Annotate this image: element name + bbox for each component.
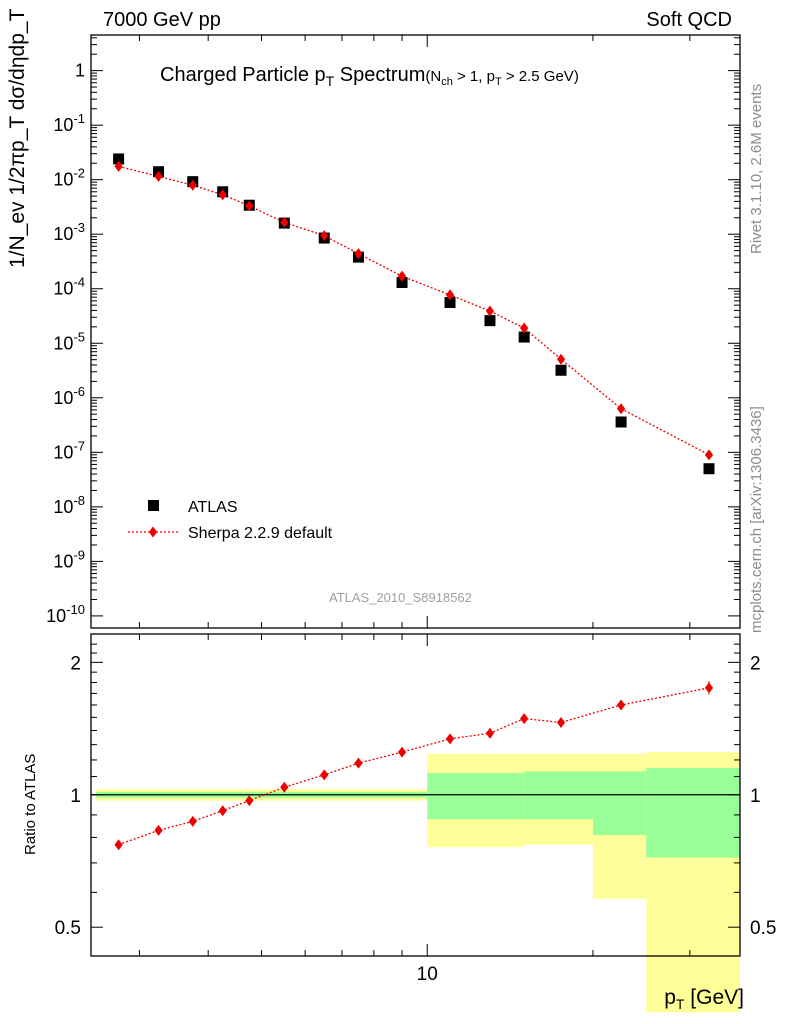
y-tick-label: 1 (75, 61, 85, 81)
y-tick-label: 10-6 (53, 384, 85, 408)
title-main: Charged Particle p (160, 64, 326, 86)
main-y-axis-label: 1/N_ev 1/2πp_T dσ/dηdp_T (6, 8, 29, 268)
data-point (555, 364, 567, 376)
ratio-point (704, 682, 714, 694)
y-tick-label: 10-9 (53, 547, 85, 571)
x-label-sub: T (675, 996, 685, 1013)
ratio-y-tick-label: 1 (70, 786, 81, 807)
mc-point (188, 179, 197, 191)
y-tick-label: 10-3 (53, 220, 85, 244)
y-tick-label: 10-7 (53, 438, 85, 462)
x-label-rest: [GeV] (684, 986, 744, 1009)
ratio-point (520, 713, 529, 725)
mc-point (485, 305, 495, 317)
title-cut-a: (N (425, 68, 442, 85)
ratio-point (188, 815, 197, 827)
header-left: 7000 GeV pp (103, 9, 221, 31)
data-point (484, 315, 496, 327)
ratio-point (397, 746, 407, 758)
mc-point (280, 216, 289, 228)
data-point (518, 331, 530, 343)
legend-layer: ATLAS Sherpa 2.2.9 default (128, 499, 333, 542)
ratio-point (485, 727, 495, 739)
ratio-y-tick-label: 2 (70, 653, 81, 674)
ratio-point (218, 805, 227, 817)
ratio-band-layer (91, 752, 740, 1013)
data-point (113, 153, 125, 165)
x-tick-label: 10 (417, 964, 438, 985)
mc-point (704, 449, 714, 461)
band-inner-1 (427, 773, 525, 820)
title-main-rest: Spectrum (334, 64, 426, 86)
title-cut-a-sub: ch (441, 76, 453, 88)
mc-point (114, 160, 123, 172)
mc-point (154, 170, 163, 182)
band-inner-4 (646, 768, 740, 858)
title-cut: (Nch > 1, pT > 2.5 GeV) (425, 68, 579, 88)
y-tick-label: 10-5 (53, 329, 85, 353)
legend-mc-marker (148, 526, 158, 538)
marks-layer (113, 153, 715, 851)
ratio-point (616, 699, 626, 711)
mc-point (445, 289, 455, 301)
y-tick-label: 10-4 (53, 275, 85, 299)
y-tick-label: 10-10 (46, 602, 85, 626)
legend-data-label: ATLAS (188, 499, 238, 516)
header-right: Soft QCD (646, 9, 732, 31)
ratio-y-tick-label-right: 1 (750, 786, 761, 807)
mc-point (520, 322, 529, 334)
mc-point (245, 200, 254, 212)
main-panel-frame (90, 34, 741, 629)
x-label-main: p (664, 986, 676, 1009)
title-cut-b-sub: T (494, 76, 502, 88)
mc-point (556, 353, 566, 365)
axes-layer: 10 10-10 10-9 10-8 10-7 10-6 10-5 10-4 10-3 10-2 1… (46, 35, 776, 985)
rivet-version-text: Rivet 3.1.10, 2.6M events (748, 83, 765, 254)
chart-title: Charged Particle pT Spectrum(Nch > 1, pT… (160, 64, 579, 89)
mc-point (320, 230, 329, 242)
ratio-y-tick-label-right: 0.5 (750, 918, 776, 939)
mc-point (218, 189, 227, 201)
y-tick-label: 10-8 (53, 493, 85, 517)
y-tick-label: 10-1 (53, 111, 85, 135)
analysis-watermark: ATLAS_2010_S8918562 (329, 590, 472, 605)
y-tick-label: 10-2 (53, 166, 85, 190)
data-point (703, 463, 715, 475)
data-point (444, 296, 456, 308)
ratio-point (280, 781, 289, 793)
ratio-point (154, 824, 163, 836)
mc-point (354, 248, 363, 260)
ratio-point (556, 716, 566, 728)
ratio-point (445, 733, 455, 745)
mc-point (397, 270, 407, 282)
ratio-y-tick-label-right: 2 (750, 653, 761, 674)
ratio-point (354, 757, 363, 769)
title-main-sub: T (325, 73, 335, 89)
ratio-point (320, 769, 329, 781)
ratio-point (114, 839, 123, 851)
mc-point (616, 403, 626, 415)
legend-mc-label: Sherpa 2.2.9 default (188, 525, 333, 542)
ratio-y-axis-label: Ratio to ATLAS (22, 753, 39, 855)
title-cut-c: > 2.5 GeV) (501, 68, 579, 85)
mcplots-text: mcplots.cern.ch [arXiv:1306.3436] (748, 406, 765, 633)
ratio-y-tick-label: 0.5 (55, 918, 81, 939)
band-inner-3 (592, 771, 647, 836)
title-cut-b: > 1, p (452, 68, 495, 85)
legend-data-marker (148, 500, 159, 511)
ratio-point (245, 795, 254, 807)
data-point (396, 277, 408, 289)
data-point (615, 416, 627, 428)
x-axis-label: pT [GeV] (664, 986, 744, 1012)
